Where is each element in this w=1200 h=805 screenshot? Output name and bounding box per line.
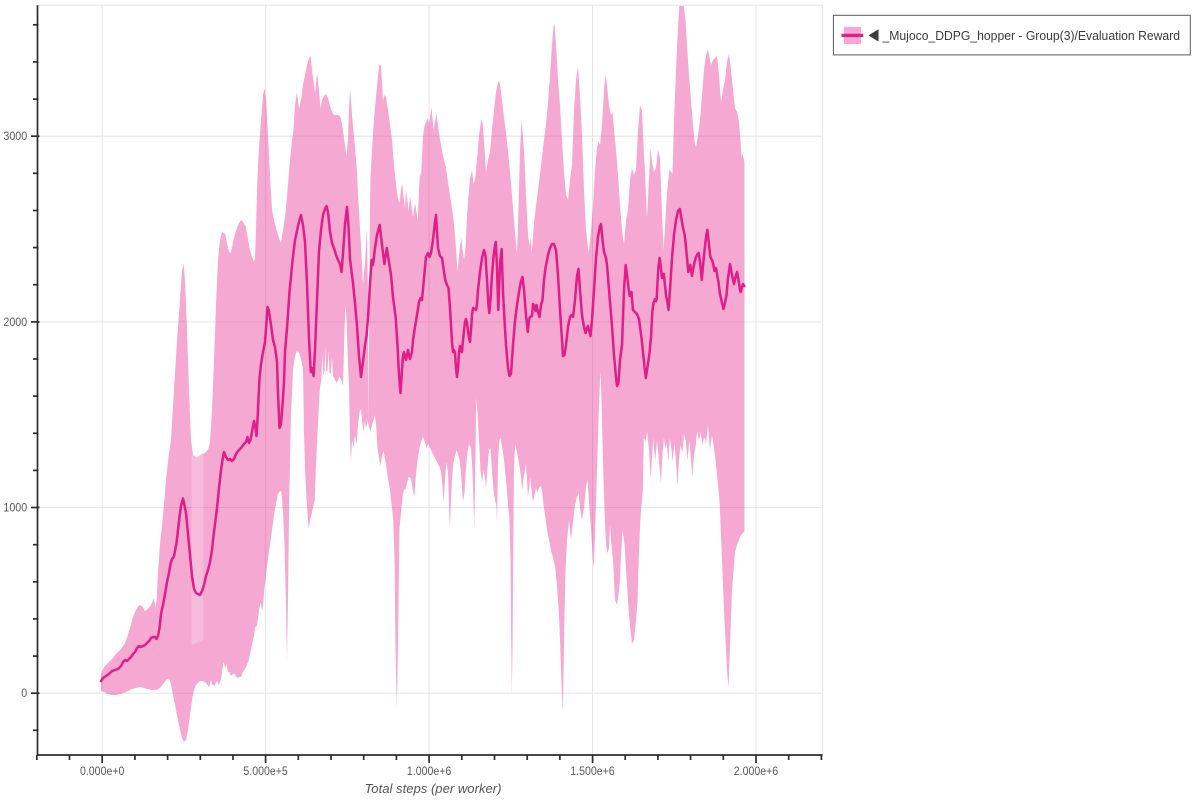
svg-text:0.000e+0: 0.000e+0 (80, 764, 125, 778)
svg-text:1.000e+6: 1.000e+6 (407, 764, 452, 778)
svg-text:2.000e+6: 2.000e+6 (734, 764, 779, 778)
svg-text:1000: 1000 (3, 500, 27, 514)
svg-text:_Mujoco_DDPG_hopper - Group(3): _Mujoco_DDPG_hopper - Group(3)/Evaluatio… (882, 28, 1180, 43)
svg-text:5.000e+5: 5.000e+5 (243, 764, 288, 778)
svg-text:2000: 2000 (3, 315, 27, 329)
svg-text:3000: 3000 (3, 129, 27, 143)
svg-text:1.500e+6: 1.500e+6 (570, 764, 615, 778)
svg-text:Total steps (per worker): Total steps (per worker) (365, 781, 502, 796)
svg-text:0: 0 (21, 686, 27, 700)
